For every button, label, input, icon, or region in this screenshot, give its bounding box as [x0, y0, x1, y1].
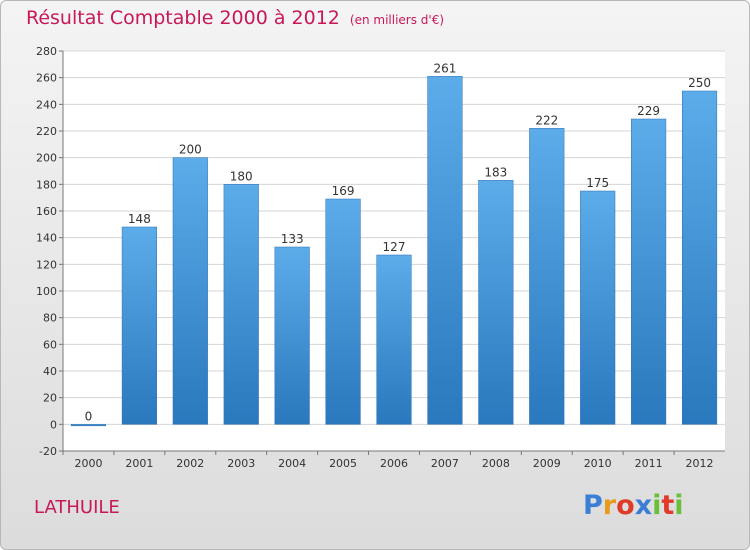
x-tick-labels: 2000 2001 2002 2003 2004 2005 2006 2007 2008 2009… — [74, 457, 713, 470]
data-label-2011: 229 — [637, 104, 660, 118]
axes — [62, 51, 725, 452]
y-tick-label: 260 — [36, 72, 57, 85]
x-tick-label-2010: 2010 — [584, 457, 612, 470]
logo-letter: P — [583, 490, 603, 521]
data-label-2004: 133 — [281, 232, 304, 246]
data-label-2002: 200 — [179, 143, 202, 157]
data-label-2008: 183 — [484, 165, 507, 179]
bar-2009 — [529, 128, 565, 425]
data-labels: 0 148 200 180 133 169 127 261 183 222 175 229 250 — [85, 61, 711, 423]
bar-2003 — [223, 184, 259, 425]
data-label-2005: 169 — [332, 184, 355, 198]
bar-2002 — [172, 157, 208, 425]
y-tick-label: 220 — [36, 125, 57, 138]
y-tick-label: 80 — [43, 312, 57, 325]
y-tick-label: 120 — [36, 258, 57, 271]
bar-2010 — [580, 190, 616, 425]
chart-title-text: Résultat Comptable 2000 à 2012 — [26, 7, 340, 29]
chart-title: Résultat Comptable 2000 à 2012 (en millie… — [26, 7, 444, 29]
data-label-2006: 127 — [383, 240, 406, 254]
y-tick-label: 180 — [36, 178, 57, 191]
y-tick-label: 160 — [36, 205, 57, 218]
logo-letter: r — [602, 490, 617, 521]
y-tick-label: -20 — [39, 445, 57, 458]
y-tick-label: 240 — [36, 98, 57, 111]
x-tick-label-2004: 2004 — [278, 457, 306, 470]
proxiti-logo: Proxiti — [583, 490, 684, 521]
bar-2007 — [427, 76, 463, 425]
bar-2000 — [70, 424, 107, 427]
y-tick-label: 60 — [43, 338, 57, 351]
y-tick-labels: -20 0 20 40 60 80 100 120 140 160 180 200 220 240 260 2… — [36, 45, 57, 458]
y-tick-label: 140 — [36, 232, 57, 245]
y-tick-label: 280 — [36, 45, 57, 58]
commune-name: LATHUILE — [34, 497, 120, 518]
chart-subtitle: (en milliers d'€) — [349, 13, 445, 27]
bar-2011 — [631, 118, 667, 425]
x-tick-label-2000: 2000 — [74, 457, 102, 470]
y-tick-label: 0 — [50, 418, 57, 431]
x-tick-label-2002: 2002 — [176, 457, 204, 470]
x-tick-label-2001: 2001 — [125, 457, 153, 470]
bar-2005 — [325, 198, 361, 425]
x-tick-label-2011: 2011 — [635, 457, 663, 470]
bar-2008 — [478, 180, 514, 425]
logo-letter: o — [616, 490, 635, 521]
bar-2004 — [274, 246, 310, 425]
y-tick-label: 100 — [36, 285, 57, 298]
bars — [70, 76, 718, 427]
data-label-2007: 261 — [433, 61, 456, 75]
x-tick-label-2006: 2006 — [380, 457, 408, 470]
bar-2012 — [681, 90, 718, 425]
y-tick-label: 40 — [43, 365, 57, 378]
data-label-2012: 250 — [688, 76, 711, 90]
logo-letter: i — [652, 490, 662, 521]
bar-2006 — [376, 254, 412, 425]
data-label-2001: 148 — [128, 212, 151, 226]
x-tick-label-2012: 2012 — [686, 457, 714, 470]
logo-letter: x — [634, 490, 653, 521]
y-tick-label: 200 — [36, 152, 57, 165]
x-tick-label-2003: 2003 — [227, 457, 255, 470]
data-label-2003: 180 — [230, 169, 253, 183]
data-label-2009: 222 — [535, 113, 558, 127]
x-tick-label-2007: 2007 — [431, 457, 459, 470]
data-label-2010: 175 — [586, 176, 609, 190]
data-label-2000: 0 — [85, 409, 93, 423]
y-tick-label: 20 — [43, 392, 57, 405]
logo-letter: i — [674, 490, 684, 521]
x-tick-label-2005: 2005 — [329, 457, 357, 470]
bar-2001 — [121, 226, 157, 425]
x-tick-label-2008: 2008 — [482, 457, 510, 470]
logo-letter: t — [661, 490, 675, 521]
x-tick-label-2009: 2009 — [533, 457, 561, 470]
